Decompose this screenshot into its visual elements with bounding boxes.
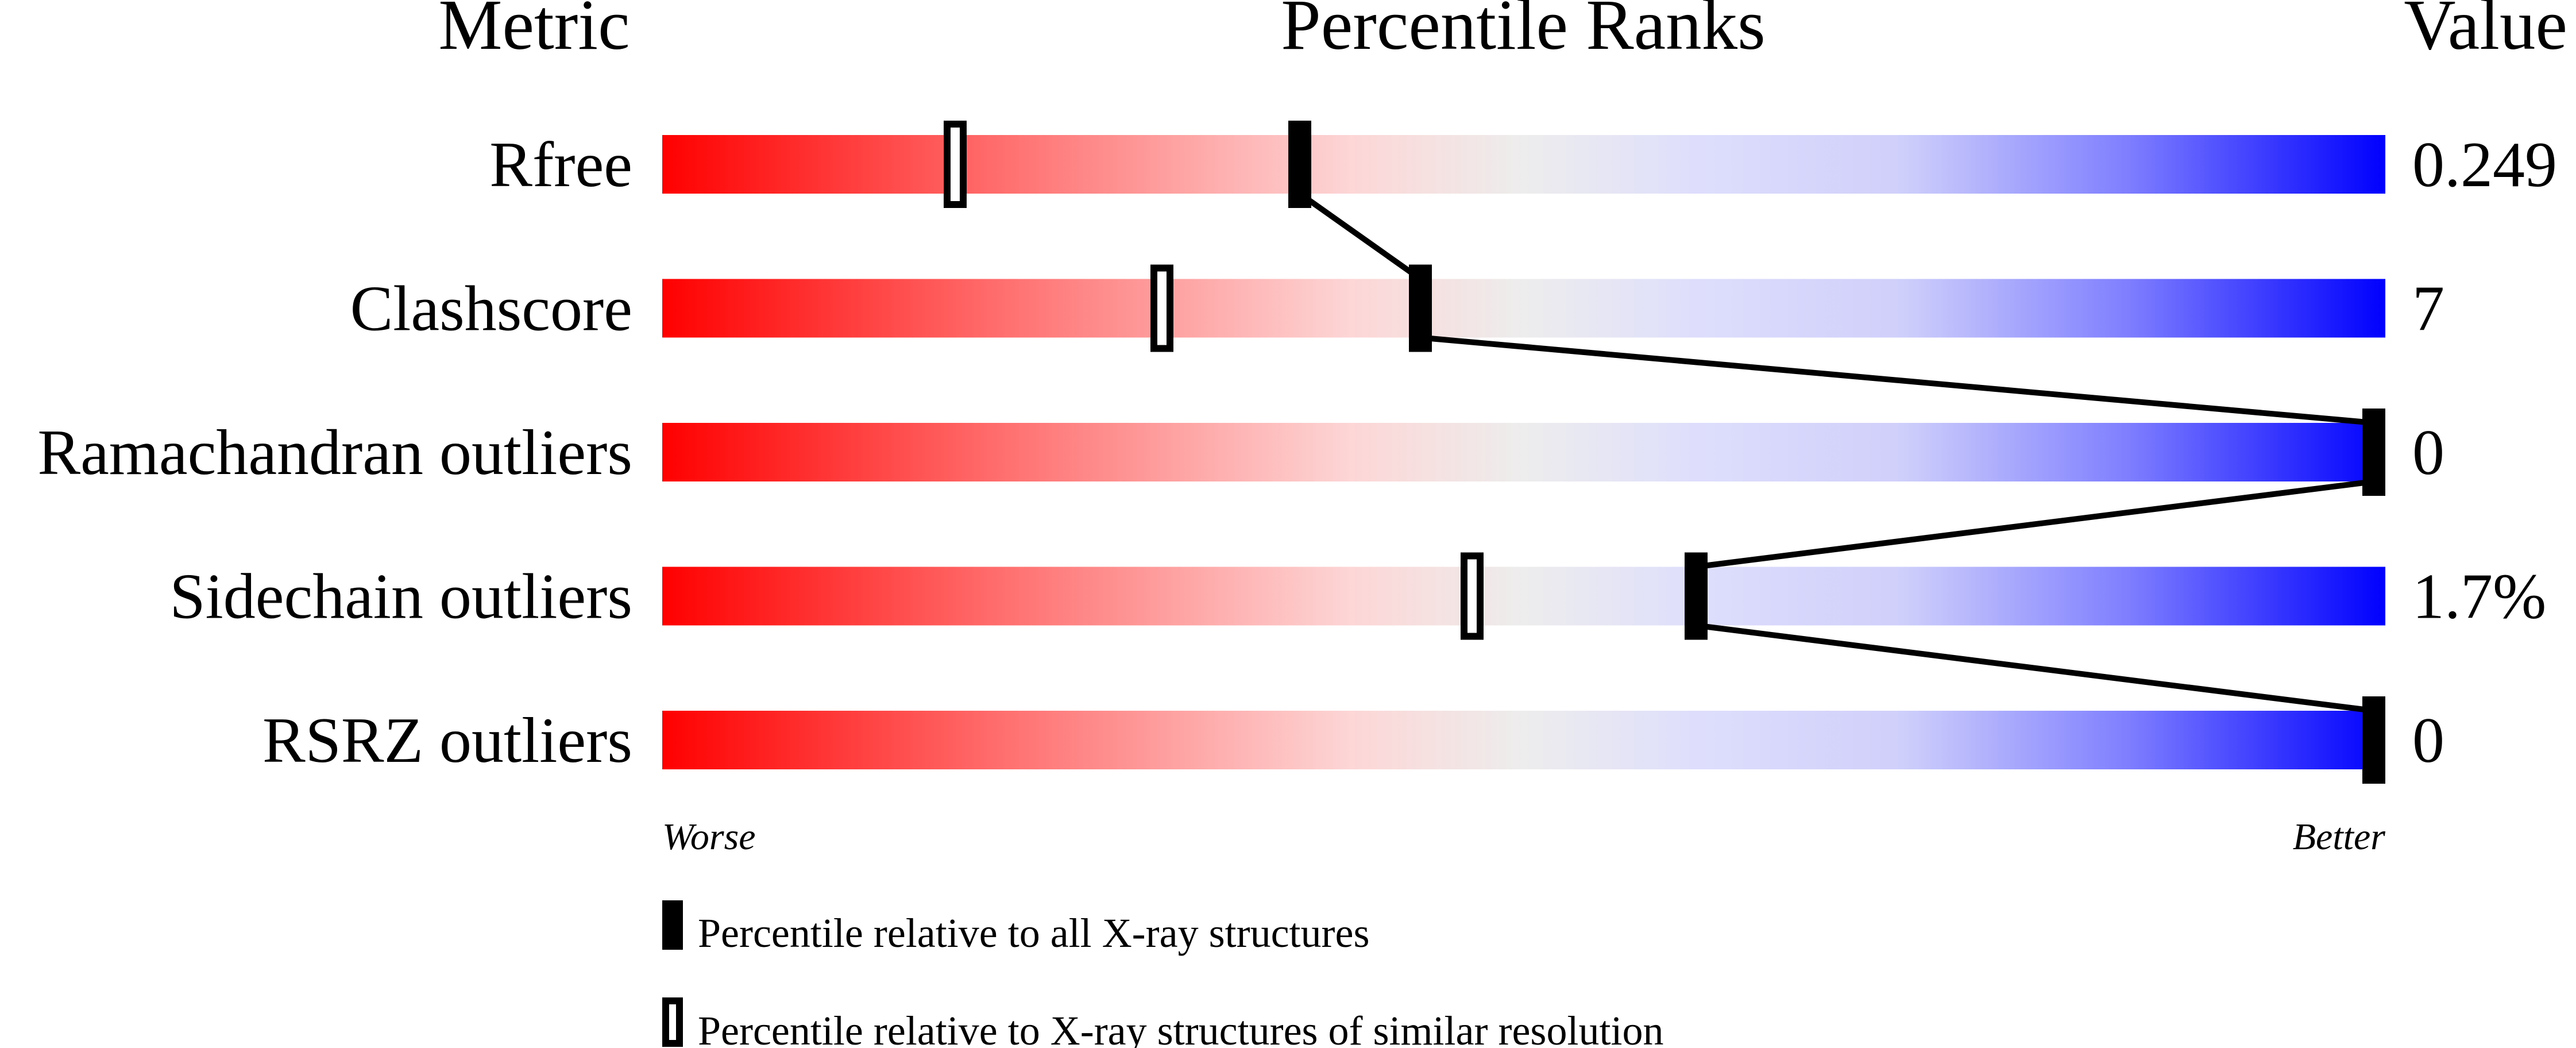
slider-bar [662,567,2385,626]
slider-bar [662,279,2385,338]
legend-label-similar: Percentile relative to X-ray structures … [698,1008,1663,1048]
all-structures-percentile-marker [2362,409,2385,496]
percentile-connector-line [1696,479,2374,570]
all-structures-percentile-marker [2362,696,2385,784]
slider-bar [662,711,2385,769]
all-structures-percentile-marker [1409,264,1432,352]
scale-label-better: Better [2293,816,2386,858]
all-structures-percentile-marker [1288,121,1311,208]
legend-label-all: Percentile relative to all X-ray structu… [698,910,1370,956]
scale-label-worse: Worse [662,816,756,858]
header-value: Value [2404,0,2567,65]
metric-value: 7 [2412,273,2444,345]
metric-label: Clashscore [350,273,632,345]
percentile-connector-line [1298,191,1422,282]
similar-resolution-percentile-marker [1150,264,1173,352]
metric-value: 0 [2412,705,2444,776]
metric-label: Rfree [489,129,632,201]
metric-value: 0 [2412,417,2444,488]
legend-hollow-marker [662,997,683,1047]
metric-label: Sidechain outliers [169,561,632,633]
percentile-connector-line [1696,622,2374,714]
percentile-connector-line [1420,334,2374,426]
legend-filled-marker [662,900,683,950]
all-structures-percentile-marker [1685,552,1708,640]
header-percentile-ranks: Percentile Ranks [1281,0,1766,65]
metric-label: RSRZ outliers [262,705,632,776]
metric-label: Ramachandran outliers [37,417,632,488]
similar-resolution-percentile-marker [944,121,967,208]
metric-value: 1.7% [2412,561,2546,633]
slider-bar [662,423,2385,481]
header-metric: Metric [438,0,629,65]
slider-bar [662,135,2385,194]
metric-value: 0.249 [2412,129,2557,201]
legend: Percentile relative to all X-ray structu… [662,900,1663,1048]
similar-resolution-percentile-marker [1461,552,1484,640]
